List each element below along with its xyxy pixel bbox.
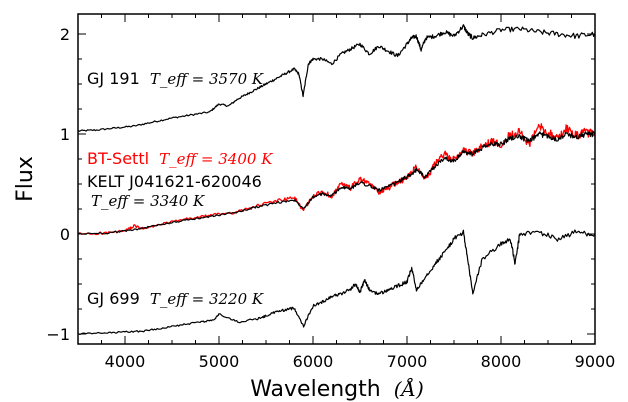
x-axis-title-unit: (Å) xyxy=(394,376,424,401)
annotation-kelt-teff: T_eff = 3340 K xyxy=(91,192,205,210)
y-axis-title: Flux xyxy=(13,156,38,202)
x-tick-label: 5000 xyxy=(199,352,240,371)
annotation-kelt-name: KELT J041621-620046 xyxy=(87,172,262,191)
annotation-bt-settl-teff: T_eff = 3400 K xyxy=(159,150,273,168)
annotation-gj699-teff: T_eff = 3220 K xyxy=(150,290,264,308)
x-tick-label: 7000 xyxy=(387,352,428,371)
y-tick-label: 2 xyxy=(60,25,70,44)
annotation-bt-settl: BT-Settl T_eff = 3400 K xyxy=(87,149,273,168)
x-tick-label: 6000 xyxy=(293,352,334,371)
y-tick-label: 0 xyxy=(60,225,70,244)
x-tick-label: 9000 xyxy=(575,352,616,371)
series-line-kelt-j041621-620046 xyxy=(77,130,596,235)
y-tick-label: 1 xyxy=(60,125,70,144)
ticks-layer: 4000 5000 6000 7000 8000 9000 −1 0 1 2 xyxy=(46,14,615,371)
annotation-gj699: GJ 699 T_eff = 3220 K xyxy=(87,289,264,308)
annotation-gj191: GJ 191 T_eff = 3570 K xyxy=(87,69,264,88)
x-tick-label: 8000 xyxy=(481,352,522,371)
annotation-bt-settl-name: BT-Settl xyxy=(87,149,149,168)
series-layer xyxy=(77,24,596,336)
series-line-gj-699 xyxy=(77,229,596,336)
annotation-gj191-teff: T_eff = 3570 K xyxy=(150,70,264,88)
x-axis-title: Wavelength (Å) xyxy=(250,376,424,402)
series-line-gj-191 xyxy=(77,24,596,132)
y-tick-label: −1 xyxy=(46,325,70,344)
x-tick-label: 4000 xyxy=(105,352,146,371)
annotation-gj191-name: GJ 191 xyxy=(87,69,140,88)
annotation-gj699-name: GJ 699 xyxy=(87,289,140,308)
x-axis-title-text: Wavelength xyxy=(250,377,381,402)
